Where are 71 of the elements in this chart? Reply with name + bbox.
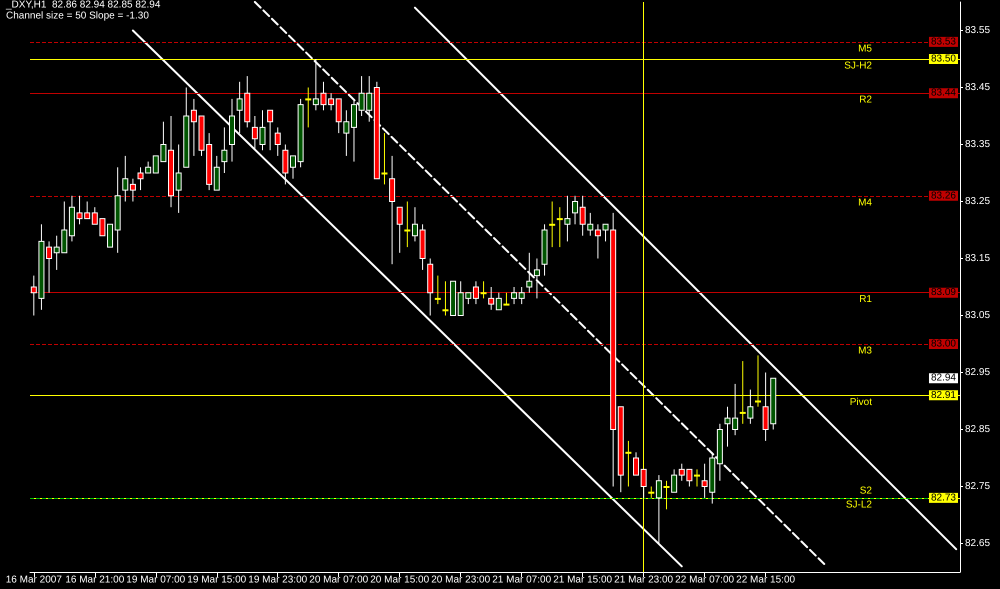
candlestick <box>549 201 556 248</box>
y-tick-label: 82.85 <box>965 424 990 435</box>
y-tick-label: 82.65 <box>965 538 990 549</box>
candlestick <box>442 280 448 316</box>
candlestick <box>648 486 654 498</box>
candlestick <box>556 206 563 248</box>
candlestick <box>526 252 532 294</box>
y-tick-label: 83.35 <box>965 139 990 150</box>
text: Channel size = 50 Slope = -1.30 <box>6 10 150 22</box>
candlestick <box>534 258 540 299</box>
candlestick <box>221 126 228 174</box>
ref-line-label: S2 <box>860 485 872 496</box>
candlestick <box>564 195 570 242</box>
ref-line-label: M4 <box>858 197 872 208</box>
candlestick <box>404 201 410 248</box>
x-tick-label: 21 Mar 23:00 <box>614 574 674 586</box>
x-tick-label: 22 Mar 15:00 <box>736 574 796 586</box>
candlestick <box>381 132 388 185</box>
candlestick <box>488 286 494 310</box>
candlestick <box>694 468 700 487</box>
x-tick-label: 19 Mar 15:00 <box>187 574 247 586</box>
y-tick-label: 82.75 <box>965 481 990 492</box>
candlestick <box>671 468 678 493</box>
x-tick-label: 20 Mar 15:00 <box>370 574 430 586</box>
annotation: 83.50 <box>930 54 956 64</box>
x-tick-label: 21 Mar 07:00 <box>492 574 552 586</box>
candlestick <box>656 474 662 544</box>
annotation: 82.73 <box>930 492 956 504</box>
x-tick-label: 20 Mar 23:00 <box>431 574 491 586</box>
x-tick-label: 16 Mar 2007 <box>6 574 62 586</box>
candlestick <box>236 81 243 134</box>
x-tick-label: 19 Mar 23:00 <box>248 574 308 586</box>
annotation: 82.94 <box>930 372 956 384</box>
x-tick-label: 16 Mar 21:00 <box>65 574 125 586</box>
y-tick-label: 83.55 <box>965 25 990 36</box>
x-tick-label: 21 Mar 15:00 <box>553 574 613 586</box>
candlestick <box>625 440 632 487</box>
x-tick-label: 19 Mar 07:00 <box>126 574 186 586</box>
candlestick <box>702 463 708 498</box>
ref-line-label: M3 <box>858 346 872 356</box>
candlestick <box>267 110 274 151</box>
annotation: 83.26 <box>930 190 956 202</box>
y-tick-label: 83.45 <box>965 82 990 93</box>
x-tick-label: 20 Mar 07:00 <box>309 574 369 586</box>
candlestick <box>434 275 441 305</box>
y-tick-label: 82.95 <box>965 367 990 378</box>
y-tick-label: 83.15 <box>965 253 990 264</box>
candlestick <box>747 389 754 424</box>
ref-line-label: R2 <box>859 94 872 106</box>
x-tick-label: 22 Mar 07:00 <box>675 574 735 586</box>
chart-title: _DXY,H1 82.86 82.94 82.85 82.94 <box>5 0 161 10</box>
y-tick-label: 83.25 <box>965 196 990 207</box>
ref-line-label: M5 <box>858 43 872 54</box>
annotation: 83.44 <box>930 88 956 99</box>
annotation: 83.00 <box>930 338 956 350</box>
ref-line-label: Pivot <box>850 396 872 408</box>
candlestick <box>396 206 403 254</box>
candlestick <box>305 87 312 128</box>
candlestick <box>274 126 281 156</box>
annotation: 83.53 <box>930 36 956 48</box>
ref-line-label: SJ-H2 <box>844 60 872 72</box>
y-tick-label: 83.05 <box>965 310 990 321</box>
annotation: 83.09 <box>930 287 956 298</box>
candlestick <box>214 155 220 191</box>
candlestick <box>496 292 502 310</box>
annotation: 82.91 <box>930 390 956 401</box>
candlestick <box>503 292 510 306</box>
ref-line-label: SJ-L2 <box>846 499 872 510</box>
ref-line-label: R1 <box>859 294 872 306</box>
candlestick <box>389 155 396 265</box>
candlestick <box>480 280 487 299</box>
